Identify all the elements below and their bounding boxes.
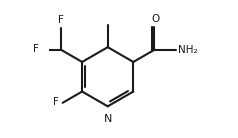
Text: NH₂: NH₂ <box>178 45 198 55</box>
Text: F: F <box>53 97 59 107</box>
Text: O: O <box>151 14 160 24</box>
Text: F: F <box>59 15 64 25</box>
Text: N: N <box>104 114 113 124</box>
Text: F: F <box>33 44 39 54</box>
